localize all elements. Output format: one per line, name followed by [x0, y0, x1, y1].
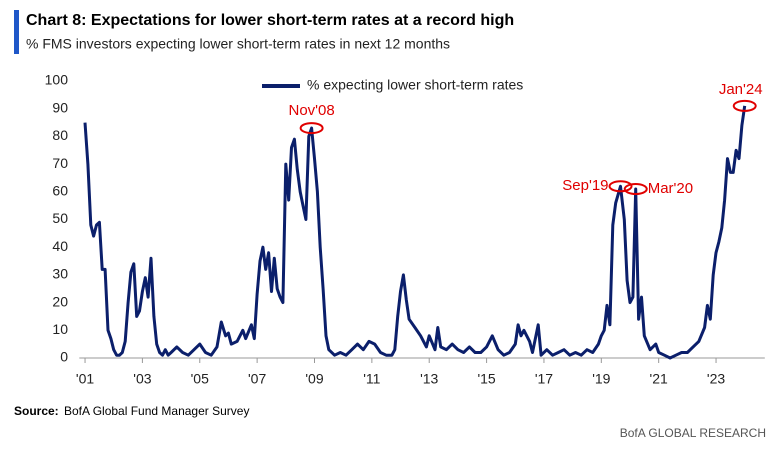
chart-title: Chart 8: Expectations for lower short-te…: [26, 12, 514, 29]
brand: BofA GLOBAL RESEARCH: [620, 426, 766, 440]
y-tick-label: 100: [45, 72, 69, 88]
title-accent: [14, 10, 19, 54]
x-tick-label: '11: [363, 371, 380, 387]
y-tick-label: 60: [52, 183, 68, 199]
annotation-label: Mar'20: [648, 180, 693, 197]
x-tick-label: '09: [305, 371, 323, 387]
annotation-circle: [623, 183, 648, 196]
annotation-label: Sep'19: [562, 177, 608, 194]
x-tick-label: '07: [248, 371, 266, 387]
y-tick-label: 20: [52, 293, 68, 309]
legend-label: % expecting lower short-term rates: [307, 77, 523, 93]
x-tick-label: '03: [133, 371, 151, 387]
y-tick-label: 40: [52, 238, 68, 254]
x-tick-label: '17: [535, 371, 553, 387]
x-tick-label: '05: [191, 371, 209, 387]
y-tick-label: 80: [52, 127, 68, 143]
y-tick-label: 50: [52, 210, 68, 226]
y-tick-label: 90: [52, 99, 68, 115]
x-tick-label: '21: [650, 371, 668, 387]
chart-subtitle: % FMS investors expecting lower short-te…: [26, 36, 450, 52]
y-tick-label: 10: [52, 321, 68, 337]
x-tick-label: '13: [420, 371, 438, 387]
x-tick-label: '15: [477, 371, 495, 387]
annotation-circle: [608, 180, 633, 193]
annotation-circle: [732, 99, 757, 112]
source: BofA Global Fund Manager Survey: [64, 404, 249, 418]
x-tick-label: '19: [592, 371, 610, 387]
annotation-label: Jan'24: [719, 81, 763, 98]
x-tick-label: '01: [76, 371, 94, 387]
annotation-label: Nov'08: [289, 102, 335, 119]
series-line: [83, 105, 747, 360]
source-label: Source:: [14, 404, 59, 418]
y-tick-label: 70: [52, 155, 68, 171]
y-tick-label: 0: [60, 349, 68, 365]
annotation-circle: [299, 122, 324, 135]
y-tick-label: 30: [52, 266, 68, 282]
x-tick-label: '23: [707, 371, 725, 387]
